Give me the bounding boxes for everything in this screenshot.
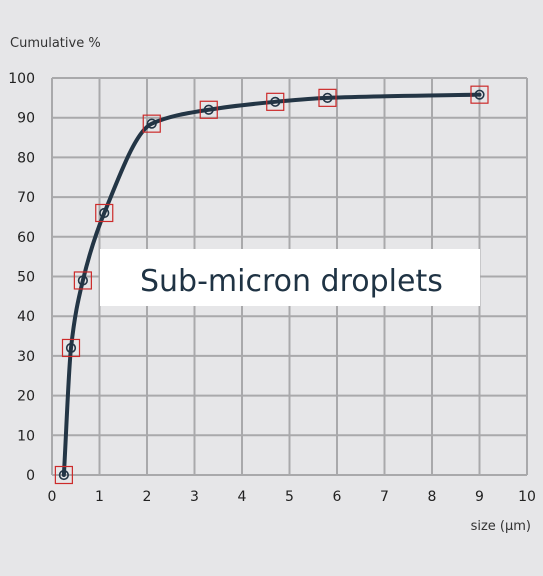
marker-circle-1	[65, 342, 77, 354]
marker-square-1	[61, 338, 81, 358]
series-line-0	[61, 92, 482, 477]
data-point-6	[266, 92, 285, 111]
marker-circle-7	[322, 92, 333, 103]
marker-square-8	[470, 85, 489, 104]
y-tick-label-5: 50	[17, 270, 35, 286]
y-tick-label-8: 80	[17, 150, 35, 166]
marker-square-0	[54, 465, 73, 485]
x-tick-label-8: 8	[428, 489, 437, 505]
annotation-background	[100, 249, 480, 306]
data-point-0	[54, 465, 73, 485]
data-point-1	[61, 338, 81, 358]
marker-circle-3	[99, 207, 110, 219]
y-tick-label-2: 20	[17, 389, 35, 405]
data-point-5	[199, 100, 218, 119]
data-point-8	[470, 85, 489, 104]
y-tick-label-9: 90	[17, 111, 35, 127]
y-tick-label-7: 70	[17, 190, 35, 206]
x-tick-label-6: 6	[333, 489, 342, 505]
annotation-box: Sub-micron droplets	[100, 249, 480, 306]
marker-circle-5	[203, 104, 214, 115]
x-tick-label-1: 1	[95, 489, 104, 505]
y-tick-label-4: 40	[17, 309, 35, 325]
data-point-4	[142, 114, 161, 133]
data-point-7	[318, 88, 337, 107]
marker-circle-8	[474, 89, 485, 100]
y-axis-label: Cumulative %	[10, 36, 101, 51]
data-point-3	[95, 203, 114, 223]
x-axis-label: size (µm)	[471, 519, 531, 534]
x-tick-label-3: 3	[190, 489, 199, 505]
data-markers	[54, 85, 489, 485]
x-tick-label-0: 0	[48, 489, 57, 505]
x-tick-label-4: 4	[238, 489, 247, 505]
x-tick-label-7: 7	[380, 489, 389, 505]
series-lines	[61, 92, 482, 477]
y-tick-label-6: 60	[17, 230, 35, 246]
y-tick-label-10: 100	[8, 71, 35, 87]
marker-circle-6	[270, 96, 281, 107]
marker-circle-2	[77, 275, 88, 286]
y-tick-label-0: 0	[26, 468, 35, 484]
marker-square-7	[318, 88, 337, 107]
marker-square-3	[95, 203, 114, 223]
x-tick-label-2: 2	[143, 489, 152, 505]
x-tick-label-5: 5	[285, 489, 294, 505]
y-tick-label-1: 10	[17, 428, 35, 444]
marker-square-5	[199, 100, 218, 119]
marker-circle-4	[146, 118, 157, 129]
marker-square-4	[142, 114, 161, 133]
y-tick-label-3: 30	[17, 349, 35, 365]
marker-circle-0	[58, 469, 69, 481]
annotation-text: Sub-micron droplets	[140, 264, 443, 299]
x-tick-label-9: 9	[475, 489, 484, 505]
data-point-2	[73, 271, 92, 290]
marker-square-2	[73, 271, 92, 290]
x-tick-label-10: 10	[518, 489, 536, 505]
grid	[51, 77, 528, 476]
marker-square-6	[266, 92, 285, 111]
